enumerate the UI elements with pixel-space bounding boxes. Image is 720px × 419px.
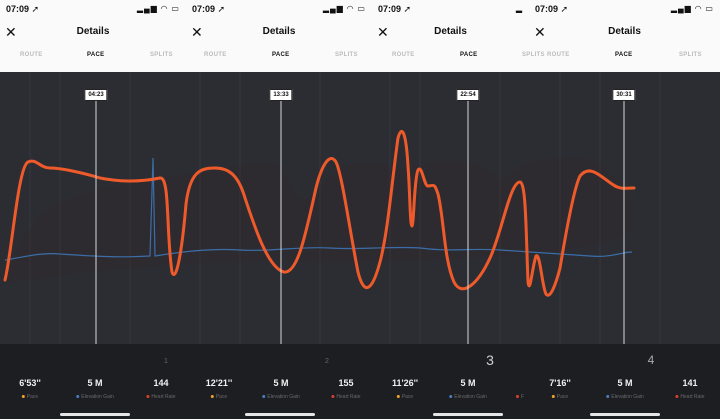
close-icon[interactable]: ✕ (534, 24, 546, 40)
tab-bar: ROUTE PACE SPLITS (529, 50, 720, 64)
heart-dot-icon (515, 395, 519, 399)
close-icon[interactable]: ✕ (191, 24, 203, 40)
page-title: Details (76, 26, 110, 37)
status-bar: 07:09 ➚ ▂ (372, 2, 529, 18)
heart-rate-label: Heart Rate (675, 394, 705, 400)
status-time: 07:09 ➚ (6, 4, 40, 14)
pace-label: Pace (551, 394, 568, 400)
status-icons: ▂▄▆ ◠ ▭ (136, 4, 180, 13)
split-number[interactable]: 4 (647, 353, 655, 367)
tab-bar: ROUTE PACE SPLITS (372, 50, 545, 64)
heart-rate-area (5, 157, 632, 284)
panel-header-1: 07:09 ➚ ▂▄▆ ◠ ▭ ✕ Details ROUTE PACE SPL… (0, 0, 186, 72)
elevation-label: Elevation Gain (262, 394, 300, 400)
nav-bar: ✕ Details (0, 22, 186, 42)
heart-rate-value: 144 (153, 378, 169, 388)
page-title: Details (608, 26, 641, 37)
pace-line (3, 130, 636, 297)
heart-dot-icon (331, 395, 335, 399)
home-indicator[interactable] (590, 413, 660, 416)
nav-bar: ✕ Details (372, 22, 529, 42)
split-number[interactable]: 2 (325, 358, 329, 365)
split-number[interactable]: 1 (164, 358, 168, 365)
page-title: Details (262, 26, 296, 37)
heart-rate-value: 141 (682, 378, 698, 388)
top-bar (0, 0, 720, 72)
heart-rate-label: F (515, 394, 524, 400)
split-stats-panel (0, 344, 720, 419)
status-bar: 07:09 ➚ ▂▄▆ ◠ ▭ (186, 2, 372, 18)
elevation-value: 5 M (273, 378, 289, 388)
tab-route[interactable]: ROUTE (20, 52, 43, 58)
tab-bar: ROUTE PACE SPLITS (186, 50, 372, 64)
panel-header-2: 07:09 ➚ ▂▄▆ ◠ ▭ ✕ Details ROUTE PACE SPL… (186, 0, 372, 72)
tab-route[interactable]: ROUTE (392, 52, 415, 58)
heart-rate-label: Heart Rate (331, 394, 361, 400)
status-time: 07:09 ➚ (535, 4, 569, 14)
tab-pace[interactable]: PACE (460, 52, 478, 58)
tab-splits[interactable]: SPLITS (335, 52, 358, 58)
nav-bar: ✕ Details (529, 22, 720, 42)
status-time: 07:09 ➚ (378, 4, 412, 14)
pace-value: 7'16'' (549, 378, 571, 388)
close-icon[interactable]: ✕ (5, 24, 17, 40)
home-indicator[interactable] (60, 413, 130, 416)
home-indicator[interactable] (245, 413, 315, 416)
status-bar: 07:09 ➚ ▂▄▆ ◠ ▭ (529, 2, 720, 18)
home-indicator[interactable] (433, 413, 503, 416)
elevation-label: Elevation Gain (449, 394, 487, 400)
elevation-dot-icon (262, 395, 266, 399)
elevation-dot-icon (449, 395, 453, 399)
status-icons: ▂▄▆ ◠ ▭ (322, 4, 366, 13)
split-number-active[interactable]: 3 (486, 352, 494, 368)
elevation-dot-icon (606, 395, 610, 399)
tab-route[interactable]: ROUTE (547, 52, 570, 58)
status-bar: 07:09 ➚ ▂▄▆ ◠ ▭ (0, 2, 186, 18)
tab-splits[interactable]: SPLITS (522, 52, 545, 58)
time-marker[interactable]: 30:31 (612, 89, 636, 101)
tab-pace[interactable]: PACE (615, 52, 633, 58)
page-title: Details (434, 26, 467, 37)
pace-dot-icon (21, 395, 25, 399)
pace-dot-icon (551, 395, 555, 399)
playhead-lines (95, 100, 625, 344)
elevation-value: 5 M (460, 378, 476, 388)
heart-dot-icon (675, 395, 679, 399)
elevation-line (4, 157, 633, 261)
panel-header-3: 07:09 ➚ ▂ ✕ Details ROUTE PACE SPLITS (372, 0, 545, 72)
status-time: 07:09 ➚ (192, 4, 226, 14)
tab-splits[interactable]: SPLITS (679, 52, 702, 58)
tab-pace[interactable]: PACE (87, 52, 105, 58)
time-marker[interactable]: 22:54 (456, 89, 480, 101)
status-icons: ▂ (515, 4, 523, 13)
elevation-dot-icon (76, 395, 80, 399)
pace-value: 6'53'' (19, 378, 41, 388)
tab-route[interactable]: ROUTE (204, 52, 227, 58)
panel-header-4: 07:09 ➚ ▂▄▆ ◠ ▭ ✕ Details ROUTE PACE SPL… (529, 0, 720, 72)
pace-dot-icon (396, 395, 400, 399)
status-icons: ▂▄▆ ◠ ▭ (670, 4, 714, 13)
pace-value: 12'21'' (205, 378, 233, 388)
tab-bar: ROUTE PACE SPLITS (0, 50, 186, 64)
heart-dot-icon (146, 395, 150, 399)
pace-label: Pace (21, 394, 38, 400)
heart-rate-value: 155 (338, 378, 354, 388)
heart-rate-label: Heart Rate (146, 394, 176, 400)
time-marker[interactable]: 04:23 (84, 89, 108, 101)
close-icon[interactable]: ✕ (377, 24, 389, 40)
nav-bar: ✕ Details (186, 22, 372, 42)
pace-dot-icon (210, 395, 214, 399)
pace-label: Pace (396, 394, 413, 400)
elevation-value: 5 M (617, 378, 633, 388)
elevation-label: Elevation Gain (76, 394, 114, 400)
elevation-value: 5 M (87, 378, 103, 388)
pace-label: Pace (210, 394, 227, 400)
tab-pace[interactable]: PACE (272, 52, 290, 58)
pace-chart[interactable] (0, 72, 720, 344)
tab-splits[interactable]: SPLITS (150, 52, 173, 58)
time-marker[interactable]: 13:33 (269, 89, 293, 101)
elevation-label: Elevation Gain (606, 394, 644, 400)
pace-value: 11'26'' (392, 378, 418, 388)
